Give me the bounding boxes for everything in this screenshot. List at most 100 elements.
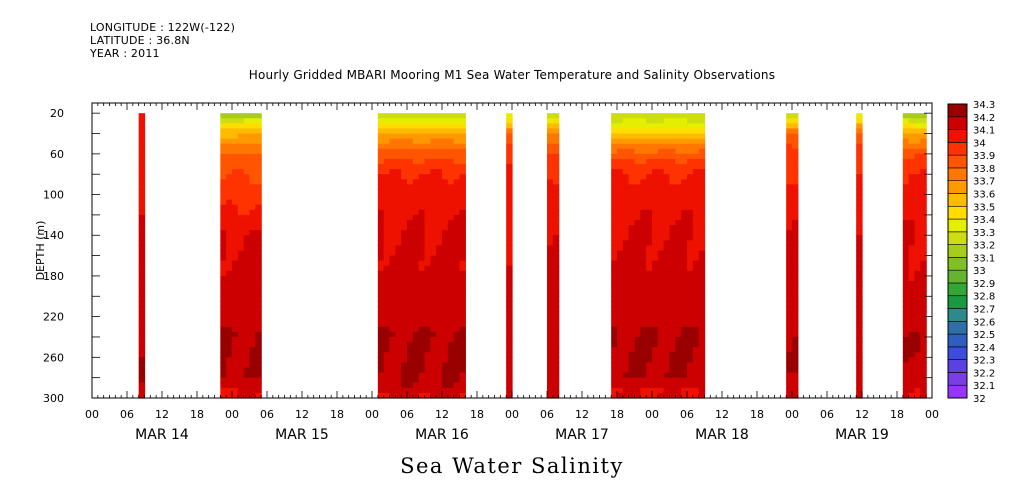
colorbar-label: 33.3 xyxy=(973,228,995,239)
x-date-label: MAR 15 xyxy=(275,427,329,443)
colorbar-label: 32.7 xyxy=(973,305,995,316)
colorbar-label: 33 xyxy=(973,266,986,277)
colorbar-label: 32.6 xyxy=(973,317,995,328)
data-segment xyxy=(786,113,799,399)
colorbar-frame xyxy=(947,103,968,399)
data-segment xyxy=(377,113,466,399)
x-date-label: MAR 19 xyxy=(835,427,889,443)
variable-title: Sea Water Salinity xyxy=(400,454,624,478)
x-hour-label: 12 xyxy=(715,408,729,421)
colorbar-label: 32.9 xyxy=(973,279,995,290)
colorbar-box xyxy=(947,359,968,373)
colorbar-box xyxy=(947,142,968,156)
y-axis-label: DEPTH (m) xyxy=(34,221,47,281)
data-segment xyxy=(611,113,706,399)
y-tick-label: 20 xyxy=(50,107,64,120)
x-hour-label: 18 xyxy=(190,408,204,421)
colorbar-box xyxy=(947,257,968,271)
colorbar-label: 34.1 xyxy=(973,126,995,137)
colorbar-box xyxy=(947,333,968,348)
x-hour-label: 12 xyxy=(295,408,309,421)
y-tick-label: 300 xyxy=(43,392,64,405)
x-hour-label: 18 xyxy=(610,408,624,421)
x-hour-label: 00 xyxy=(85,408,99,421)
y-tick-label: 220 xyxy=(43,311,64,324)
chart-title: Hourly Gridded MBARI Mooring M1 Sea Wate… xyxy=(248,68,776,82)
colorbar-box xyxy=(947,269,968,284)
colorbar-label: 33.4 xyxy=(973,215,995,226)
data-segment xyxy=(547,113,560,399)
x-hour-label: 00 xyxy=(505,408,519,421)
x-hour-label: 06 xyxy=(120,408,134,421)
x-date-label: MAR 18 xyxy=(695,427,749,443)
colorbar-label: 32.8 xyxy=(973,292,995,303)
colorbar-label: 33.8 xyxy=(973,164,995,175)
x-hour-label: 06 xyxy=(680,408,694,421)
colorbar-label: 32.1 xyxy=(973,381,995,392)
data-segment xyxy=(902,113,927,399)
x-date-label: MAR 16 xyxy=(415,427,469,443)
x-hour-label: 18 xyxy=(470,408,484,421)
colorbar-label: 32 xyxy=(973,394,986,405)
colorbar-box xyxy=(947,321,968,335)
colorbar-box xyxy=(947,103,968,118)
colorbar-box xyxy=(947,244,968,258)
colorbar-box xyxy=(947,167,968,181)
x-hour-label: 06 xyxy=(260,408,274,421)
colorbar-box xyxy=(947,154,968,169)
colorbar-label: 32.2 xyxy=(973,368,995,379)
x-hour-label: 00 xyxy=(925,408,939,421)
x-hour-label: 12 xyxy=(855,408,869,421)
y-tick-label: 260 xyxy=(43,351,64,364)
x-hour-label: 00 xyxy=(785,408,799,421)
x-hour-label: 06 xyxy=(540,408,554,421)
y-tick-label: 140 xyxy=(43,229,64,242)
x-hour-label: 12 xyxy=(575,408,589,421)
x-date-label: MAR 17 xyxy=(555,427,609,443)
x-hour-label: 00 xyxy=(365,408,379,421)
colorbar-box xyxy=(947,295,968,309)
colorbar-label: 32.5 xyxy=(973,330,995,341)
colorbar-label: 32.3 xyxy=(973,356,995,367)
y-tick-label: 100 xyxy=(43,189,64,202)
colorbar-box xyxy=(947,129,968,143)
data-segment xyxy=(138,113,146,399)
longitude-label: LONGITUDE : 122W(-122) xyxy=(90,21,236,34)
x-hour-label: 00 xyxy=(645,408,659,421)
x-hour-label: 12 xyxy=(435,408,449,421)
x-hour-label: 06 xyxy=(400,408,414,421)
colorbar-box xyxy=(947,180,968,194)
data-segment xyxy=(220,113,262,399)
colorbar-box xyxy=(947,384,968,399)
data-segment xyxy=(506,113,513,399)
colorbar-label: 34.2 xyxy=(973,113,995,124)
colorbar-label: 33.7 xyxy=(973,177,995,188)
x-date-label: MAR 14 xyxy=(135,427,189,443)
colorbar-box xyxy=(947,346,968,360)
colorbar-label: 33.9 xyxy=(973,151,995,162)
colorbar-label: 33.2 xyxy=(973,241,995,252)
colorbar-box xyxy=(947,372,968,386)
x-hour-label: 00 xyxy=(225,408,239,421)
colorbar-label: 34.3 xyxy=(973,100,995,111)
latitude-label: LATITUDE : 36.8N xyxy=(90,34,190,47)
y-tick-label: 60 xyxy=(50,148,64,161)
colorbar-label: 34 xyxy=(973,138,986,149)
colorbar-box xyxy=(947,205,968,220)
colorbar-box xyxy=(947,193,968,207)
colorbar-label: 33.6 xyxy=(973,189,995,200)
x-hour-label: 06 xyxy=(820,408,834,421)
x-hour-label: 18 xyxy=(750,408,764,421)
colorbar-label: 33.1 xyxy=(973,253,995,264)
x-hour-label: 18 xyxy=(890,408,904,421)
colorbar-label: 32.4 xyxy=(973,343,995,354)
y-tick-label: 180 xyxy=(43,270,64,283)
colorbar-box xyxy=(947,116,968,130)
colorbar-box xyxy=(947,308,968,322)
data-segment xyxy=(856,113,863,399)
year-label: YEAR : 2011 xyxy=(90,47,160,60)
colorbar-box xyxy=(947,282,968,297)
colorbar-box xyxy=(947,218,968,233)
colorbar-box xyxy=(947,231,968,245)
